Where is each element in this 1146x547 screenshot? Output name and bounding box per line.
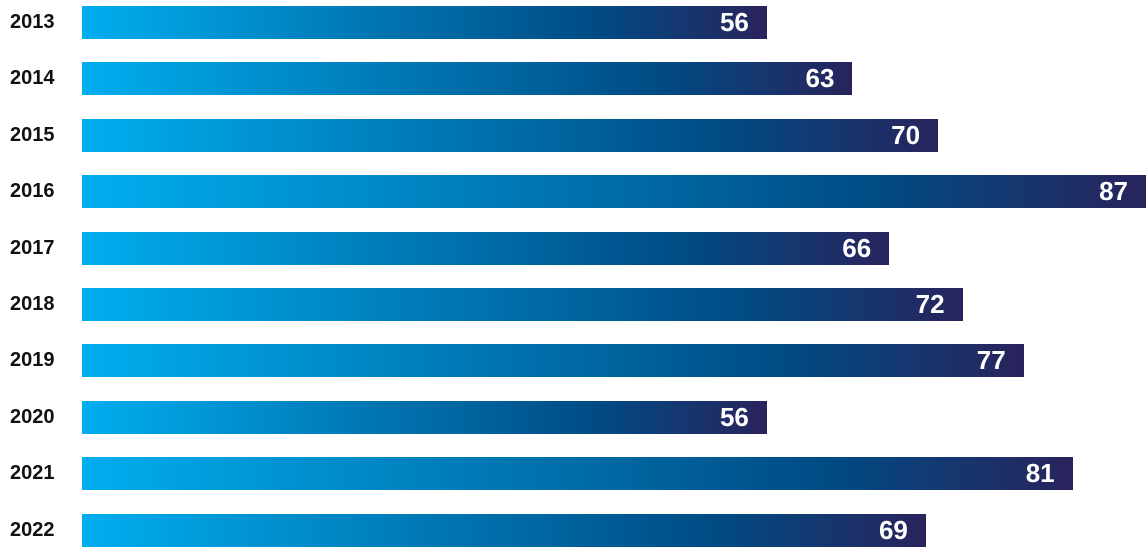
bar: 77 xyxy=(82,344,1024,378)
category-label: 2013 xyxy=(10,11,55,33)
bar-row: 2021 81 xyxy=(0,457,1146,491)
category-label: 2021 xyxy=(10,462,55,485)
bar: 70 xyxy=(82,118,939,152)
value-label: 72 xyxy=(915,289,945,319)
bar: 87 xyxy=(82,175,1146,209)
category-label: 2015 xyxy=(10,123,55,146)
value-label: 63 xyxy=(805,63,835,94)
value-label: 56 xyxy=(719,401,749,432)
bar: 81 xyxy=(82,457,1073,491)
bar: 63 xyxy=(82,62,853,96)
value-label: 56 xyxy=(719,7,749,37)
bar-row: 2013 56 xyxy=(0,6,1146,39)
value-label: 87 xyxy=(1099,176,1128,207)
value-label: 66 xyxy=(842,232,872,263)
bar: 66 xyxy=(82,231,890,265)
value-label: 69 xyxy=(878,514,908,545)
bar: 72 xyxy=(82,288,963,321)
value-label: 77 xyxy=(976,345,1006,376)
bar-row: 2022 69 xyxy=(0,513,1146,547)
value-label: 70 xyxy=(891,119,921,150)
bar-row: 2014 63 xyxy=(0,62,1146,96)
bar-row: 2017 66 xyxy=(0,231,1146,265)
category-label: 2018 xyxy=(10,293,55,315)
bar: 69 xyxy=(82,513,926,547)
category-label: 2017 xyxy=(10,236,55,259)
category-label: 2020 xyxy=(10,405,55,428)
category-label: 2014 xyxy=(10,67,55,90)
category-label: 2019 xyxy=(10,349,55,372)
bar-row: 2020 56 xyxy=(0,400,1146,434)
bar-row: 2015 70 xyxy=(0,118,1146,152)
bar-row: 2018 72 xyxy=(0,288,1146,321)
category-label: 2022 xyxy=(10,518,55,541)
bar: 56 xyxy=(82,400,767,434)
bar-row: 2019 77 xyxy=(0,344,1146,378)
bar: 56 xyxy=(82,6,767,39)
category-label: 2016 xyxy=(10,180,55,203)
bar-row: 2016 87 xyxy=(0,175,1146,209)
value-label: 81 xyxy=(1025,458,1055,489)
